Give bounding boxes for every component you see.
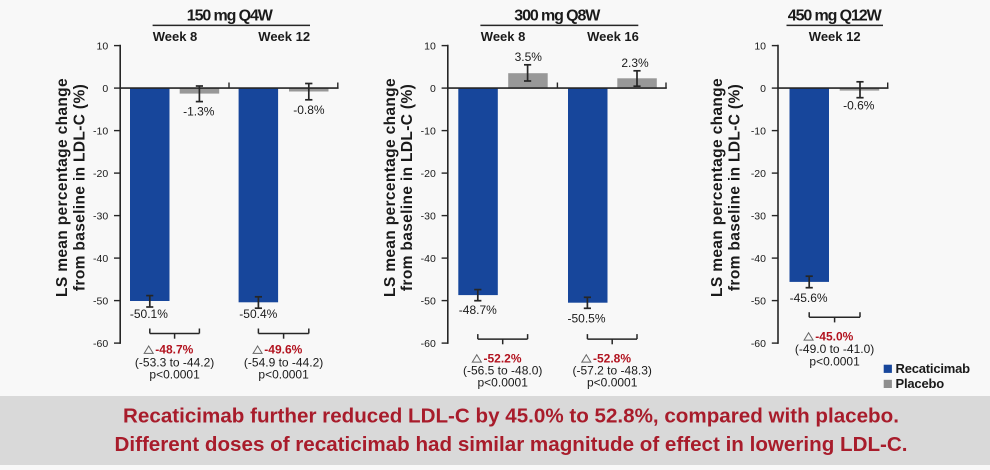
- svg-text:-40: -40: [93, 253, 108, 265]
- svg-text:-30: -30: [93, 210, 108, 222]
- svg-text:p<0.0001: p<0.0001: [149, 368, 200, 382]
- svg-text:(-53.3 to -44.2): (-53.3 to -44.2): [135, 356, 214, 370]
- svg-text:-48.7%: -48.7%: [459, 303, 497, 317]
- svg-text:-45.0%: -45.0%: [815, 329, 853, 343]
- svg-text:p<0.0001: p<0.0001: [809, 355, 860, 369]
- svg-text:10: 10: [97, 40, 109, 52]
- svg-text:0: 0: [430, 83, 436, 95]
- svg-text:(-57.2 to -48.3): (-57.2 to -48.3): [573, 363, 652, 377]
- svg-text:LS mean percentage change: LS mean percentage change: [54, 78, 71, 297]
- svg-text:-45.6%: -45.6%: [790, 291, 828, 305]
- svg-text:-60: -60: [93, 338, 108, 350]
- svg-text:150 mg Q4W: 150 mg Q4W: [187, 8, 274, 25]
- svg-text:p<0.0001: p<0.0001: [258, 368, 309, 382]
- svg-text:-60: -60: [751, 338, 766, 350]
- svg-text:Week 8: Week 8: [481, 29, 526, 44]
- svg-text:-30: -30: [421, 210, 436, 222]
- svg-text:LS mean percentage change: LS mean percentage change: [382, 78, 399, 297]
- svg-text:-1.3%: -1.3%: [183, 104, 215, 118]
- svg-text:-20: -20: [751, 168, 766, 180]
- svg-text:from baseline in LDL-C (%): from baseline in LDL-C (%): [72, 84, 89, 291]
- svg-text:Week 16: Week 16: [587, 29, 639, 44]
- svg-text:-50.5%: -50.5%: [567, 311, 605, 325]
- svg-text:-50: -50: [751, 295, 766, 307]
- svg-text:10: 10: [424, 40, 436, 52]
- svg-text:0: 0: [102, 83, 108, 95]
- svg-text:-52.2%: -52.2%: [483, 351, 521, 365]
- svg-text:-50.4%: -50.4%: [239, 307, 277, 321]
- svg-text:(-49.0 to -41.0): (-49.0 to -41.0): [795, 342, 874, 356]
- svg-text:Different doses of recaticimab: Different doses of recaticimab had simil…: [115, 433, 908, 456]
- svg-text:LS mean percentage change: LS mean percentage change: [709, 78, 726, 297]
- svg-text:-50: -50: [93, 295, 108, 307]
- svg-text:Week 12: Week 12: [258, 29, 310, 44]
- svg-text:-50: -50: [421, 295, 436, 307]
- svg-text:-0.6%: -0.6%: [843, 98, 875, 112]
- svg-text:-50.1%: -50.1%: [130, 307, 168, 321]
- svg-text:-48.7%: -48.7%: [155, 343, 193, 357]
- svg-text:-10: -10: [93, 125, 108, 137]
- svg-text:p<0.0001: p<0.0001: [478, 375, 529, 389]
- svg-text:300 mg Q8W: 300 mg Q8W: [514, 8, 601, 25]
- svg-text:3.5%: 3.5%: [515, 50, 543, 64]
- svg-text:(-56.5 to -48.0): (-56.5 to -48.0): [463, 363, 542, 377]
- svg-text:-52.8%: -52.8%: [593, 351, 631, 365]
- svg-text:Recaticimab further reduced LD: Recaticimab further reduced LDL-C by 45.…: [123, 405, 899, 428]
- svg-text:Week 8: Week 8: [153, 29, 198, 44]
- svg-text:-30: -30: [751, 210, 766, 222]
- svg-text:450 mg Q12W: 450 mg Q12W: [788, 8, 883, 25]
- svg-text:-20: -20: [421, 168, 436, 180]
- svg-text:2.3%: 2.3%: [621, 56, 649, 70]
- svg-text:Week 12: Week 12: [809, 29, 861, 44]
- svg-text:-20: -20: [93, 168, 108, 180]
- svg-text:from baseline in LDL-C (%): from baseline in LDL-C (%): [727, 84, 744, 291]
- svg-text:-10: -10: [421, 125, 436, 137]
- svg-text:-40: -40: [421, 253, 436, 265]
- svg-text:-40: -40: [751, 253, 766, 265]
- svg-text:-0.8%: -0.8%: [293, 103, 325, 117]
- svg-text:-49.6%: -49.6%: [264, 343, 302, 357]
- svg-text:10: 10: [754, 40, 766, 52]
- svg-text:Placebo: Placebo: [896, 376, 945, 391]
- svg-text:-60: -60: [421, 338, 436, 350]
- svg-text:p<0.0001: p<0.0001: [587, 375, 638, 389]
- svg-text:-10: -10: [751, 125, 766, 137]
- svg-text:from baseline in LDL-C (%): from baseline in LDL-C (%): [399, 84, 416, 291]
- svg-text:0: 0: [760, 83, 766, 95]
- svg-text:Recaticimab: Recaticimab: [896, 361, 971, 376]
- svg-text:(-54.9 to -44.2): (-54.9 to -44.2): [244, 356, 323, 370]
